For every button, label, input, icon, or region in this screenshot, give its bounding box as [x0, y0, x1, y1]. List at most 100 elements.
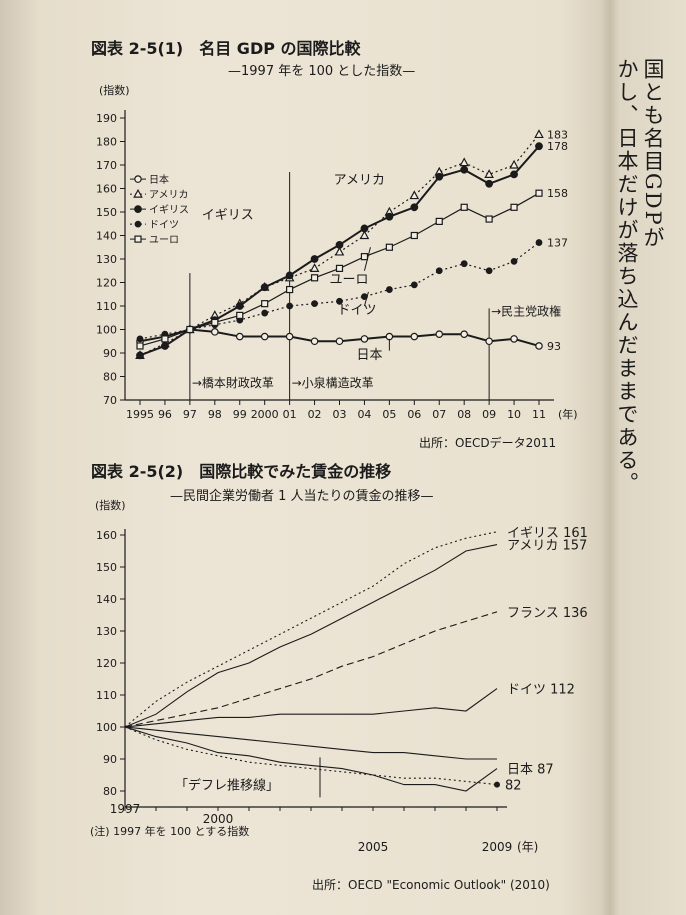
chart2-note: (注) 1997 年を 100 とする指数	[90, 824, 249, 838]
data-point	[460, 330, 468, 339]
data-point	[285, 271, 294, 280]
legend-item: イギリス	[149, 204, 189, 216]
data-point	[409, 190, 420, 200]
label-germany: ドイツ	[338, 303, 377, 318]
y-tick-label: 130	[96, 253, 117, 266]
data-point	[335, 264, 344, 272]
y-tick-label: 110	[96, 300, 117, 313]
series-line-3	[124, 688, 498, 728]
chart1-source: 出所：OECDデータ2011	[419, 436, 557, 450]
x-tick-label: 08	[457, 408, 471, 421]
data-point	[535, 142, 543, 151]
y-tick-label: 90	[103, 753, 117, 766]
data-point	[460, 260, 468, 268]
x-tick-label: 98	[208, 408, 222, 421]
deflation-end-point	[494, 781, 500, 788]
chart2-source: 出所：OECD "Economic Outlook" (2010)	[312, 878, 550, 892]
data-point	[136, 342, 144, 350]
data-point	[335, 240, 344, 249]
data-point	[310, 337, 319, 346]
x-tick-label: 07	[432, 408, 446, 421]
data-point	[385, 243, 393, 251]
x-tick-label: 96	[158, 408, 172, 421]
data-point	[410, 203, 419, 212]
data-point	[161, 342, 169, 350]
legend-item: 日本	[149, 173, 169, 186]
series-line-3	[139, 242, 540, 340]
data-point	[360, 335, 369, 343]
series-line-2	[124, 611, 498, 728]
end-label: 137	[547, 237, 568, 250]
data-point	[385, 286, 393, 293]
data-point	[459, 157, 469, 167]
data-point	[310, 274, 319, 282]
data-point	[335, 337, 344, 346]
label-euro-leader	[363, 247, 371, 271]
x-tick-label: 1995	[126, 408, 154, 421]
y-tick-label: 140	[96, 593, 117, 606]
data-point	[535, 189, 543, 197]
y-tick-label: 120	[96, 657, 117, 670]
data-point	[534, 129, 544, 139]
legend-marker	[133, 188, 143, 198]
deflation-label: 「デフレ推移線」	[175, 777, 279, 793]
data-point	[286, 302, 294, 310]
data-point	[309, 263, 320, 272]
data-point	[510, 335, 518, 343]
data-point	[235, 332, 244, 341]
x-tick-label: 99	[233, 408, 247, 421]
data-point	[410, 231, 418, 240]
data-point	[334, 246, 345, 256]
data-point	[136, 351, 144, 360]
y-tick-label: 130	[96, 625, 117, 638]
data-point	[311, 300, 318, 308]
y-tick-label: 90	[103, 347, 117, 360]
data-point	[535, 342, 543, 350]
x-axis-unit: (年)	[558, 407, 578, 421]
annotation-hashimoto: →橋本財政改革	[192, 375, 274, 390]
series-line-1	[124, 544, 498, 728]
x-tick-label: 04	[357, 408, 371, 421]
annotation-koizumi: →小泉構造改革	[292, 376, 374, 390]
chart1-subtitle: —1997 年を 100 とした指数—	[228, 64, 416, 79]
data-point	[485, 215, 493, 223]
data-point	[211, 328, 219, 336]
legend-marker	[134, 175, 142, 183]
legend-item: ドイツ	[149, 220, 179, 231]
legend-item: アメリカ	[149, 189, 189, 201]
data-point	[359, 230, 370, 240]
legend-marker	[134, 205, 142, 214]
end-label: 日本 87	[507, 763, 554, 778]
x-tick-label: 01	[283, 408, 297, 421]
data-point	[535, 239, 543, 246]
side-text-1: 国とも名目GDPが	[641, 58, 665, 250]
end-label: 158	[547, 187, 568, 200]
y-tick-label: 160	[96, 183, 117, 196]
data-point	[136, 335, 144, 343]
x-tick-label: 09	[482, 408, 496, 421]
y-tick-label: 150	[96, 561, 117, 574]
end-label: イギリス 161	[507, 526, 588, 541]
series-line-5	[124, 726, 498, 786]
label-usa: アメリカ	[334, 173, 385, 188]
data-point	[460, 203, 468, 211]
label-japan: 日本	[356, 348, 382, 363]
x-tick-label: 2005	[358, 840, 389, 854]
data-point	[286, 285, 294, 294]
x-tick-label: 03	[333, 408, 347, 421]
y-tick-label: 190	[96, 112, 117, 125]
x-tick-label: 02	[308, 408, 322, 421]
x-axis-unit: (年)	[517, 840, 538, 854]
annotation-minshu: →民主党政権	[491, 303, 561, 318]
data-point	[435, 267, 443, 275]
data-point	[336, 297, 343, 305]
data-point	[261, 300, 269, 308]
data-point	[460, 165, 469, 174]
data-point	[484, 169, 494, 179]
data-point	[410, 281, 418, 289]
chart2-svg: (指数) 80 90 100 110 120 130 140 150 160 1997 2000 200…	[90, 498, 588, 854]
data-point	[186, 325, 194, 334]
y-tick-label: 140	[96, 230, 117, 243]
data-point	[435, 172, 444, 181]
x-tick-label: 06	[407, 408, 421, 421]
